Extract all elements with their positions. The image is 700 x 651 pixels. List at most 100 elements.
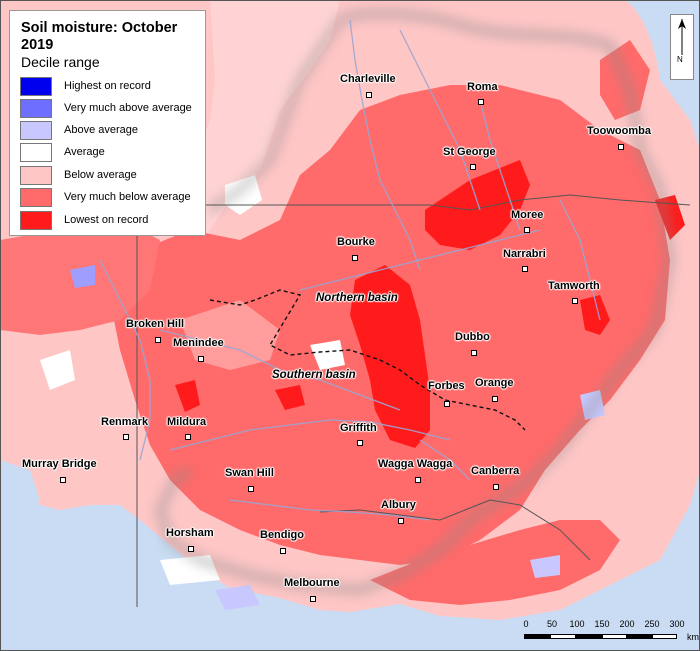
scale-segment bbox=[524, 634, 550, 639]
town-label: Bourke bbox=[337, 236, 375, 248]
legend-label: Average bbox=[64, 146, 105, 158]
region-average-2 bbox=[40, 350, 75, 390]
town-marker bbox=[398, 518, 404, 524]
scale-segment bbox=[627, 634, 652, 639]
town-label: Dubbo bbox=[455, 331, 490, 343]
north-label: N bbox=[677, 55, 683, 64]
scale-tick: 150 bbox=[594, 619, 610, 629]
region-lowest-forbes bbox=[350, 265, 430, 448]
town-marker bbox=[123, 434, 129, 440]
town-label: Bendigo bbox=[260, 529, 304, 541]
town-marker bbox=[155, 337, 161, 343]
legend-item-very-much-above: Very much above average bbox=[20, 99, 205, 119]
town-label: Horsham bbox=[166, 527, 214, 539]
town-label: Charleville bbox=[340, 73, 396, 85]
region-lowest-tamworth bbox=[580, 295, 610, 335]
town-marker bbox=[185, 434, 191, 440]
town-label: Melbourne bbox=[284, 577, 340, 589]
region-above-average-4 bbox=[530, 555, 560, 578]
legend-label: Very much below average bbox=[64, 191, 191, 203]
town-marker bbox=[444, 401, 450, 407]
town-label: Tamworth bbox=[548, 280, 600, 292]
legend-item-highest: Highest on record bbox=[20, 77, 205, 97]
town-label: Renmark bbox=[101, 416, 149, 428]
town-marker bbox=[524, 227, 530, 233]
legend-swatch bbox=[20, 166, 52, 185]
town-marker bbox=[478, 99, 484, 105]
town-marker bbox=[522, 266, 528, 272]
scale-segment bbox=[652, 634, 677, 639]
town-marker bbox=[352, 255, 358, 261]
town-label: Menindee bbox=[173, 337, 224, 349]
legend-swatch bbox=[20, 77, 52, 96]
legend-item-below: Below average bbox=[20, 166, 205, 186]
monitoring-boundary-halo bbox=[155, 9, 675, 595]
town-label: Forbes bbox=[428, 380, 465, 392]
legend-label: Highest on record bbox=[64, 80, 151, 92]
legend-item-lowest: Lowest on record bbox=[20, 211, 205, 231]
town-marker bbox=[280, 548, 286, 554]
region-lowest-sc bbox=[275, 385, 305, 410]
legend-swatch bbox=[20, 143, 52, 162]
scale-bar: 0 50 100 150 200 250 300 km bbox=[520, 619, 700, 649]
town-label: Moree bbox=[511, 209, 544, 221]
town-label: Toowoomba bbox=[587, 125, 651, 137]
town-label: St George bbox=[443, 146, 496, 158]
scale-segment bbox=[550, 634, 576, 639]
town-marker bbox=[493, 484, 499, 490]
legend-label: Very much above average bbox=[64, 102, 192, 114]
town-marker bbox=[357, 440, 363, 446]
town-marker bbox=[366, 92, 372, 98]
legend-title: Soil moisture: October 2019 bbox=[21, 20, 178, 53]
region-pink-center bbox=[180, 300, 280, 370]
town-label: Albury bbox=[381, 499, 416, 511]
legend-item-average: Average bbox=[20, 143, 205, 163]
town-label: Narrabri bbox=[503, 248, 546, 260]
scale-segment bbox=[602, 634, 627, 639]
legend-subtitle: Decile range bbox=[21, 54, 100, 70]
legend-item-very-much-below: Very much below average bbox=[20, 188, 205, 208]
town-label: Griffith bbox=[340, 422, 377, 434]
town-marker bbox=[188, 546, 194, 552]
state-border-qld-nsw bbox=[205, 194, 691, 211]
town-label: Broken Hill bbox=[126, 318, 185, 330]
river-network bbox=[99, 19, 601, 521]
gulf bbox=[0, 460, 40, 520]
scale-tick: 100 bbox=[569, 619, 585, 629]
outer-white-region bbox=[165, 0, 340, 242]
legend-swatch bbox=[20, 121, 52, 140]
town-marker bbox=[415, 477, 421, 483]
north-arrow-icon: N bbox=[670, 14, 694, 80]
region-lowest-west bbox=[175, 380, 200, 412]
southern-basin-label: Southern basin bbox=[272, 369, 356, 381]
legend-swatch bbox=[20, 188, 52, 207]
monitoring-boundary-halo-west bbox=[207, 17, 344, 214]
scale-tick: 200 bbox=[619, 619, 635, 629]
town-label: Murray Bridge bbox=[22, 458, 97, 470]
region-south-coast-red bbox=[370, 520, 620, 605]
legend-label: Lowest on record bbox=[64, 214, 149, 226]
northern-basin-label: Northern basin bbox=[316, 292, 398, 304]
scale-tick: 250 bbox=[644, 619, 660, 629]
legend-label: Above average bbox=[64, 124, 138, 136]
town-marker bbox=[470, 164, 476, 170]
legend-label: Below average bbox=[64, 169, 137, 181]
town-label: Mildura bbox=[167, 416, 207, 428]
town-marker bbox=[198, 356, 204, 362]
basin-divide-line bbox=[209, 289, 526, 431]
region-above-average-3 bbox=[70, 265, 95, 288]
town-marker bbox=[492, 396, 498, 402]
town-marker bbox=[572, 298, 578, 304]
town-marker bbox=[60, 477, 66, 483]
legend-swatch bbox=[20, 211, 52, 230]
region-above-average-2 bbox=[215, 585, 260, 610]
town-marker bbox=[618, 144, 624, 150]
town-label: Roma bbox=[467, 81, 498, 93]
legend-swatch bbox=[20, 99, 52, 118]
town-label: Orange bbox=[475, 377, 514, 389]
region-average-4 bbox=[310, 340, 345, 370]
scale-unit: km bbox=[687, 632, 699, 642]
legend-item-above: Above average bbox=[20, 121, 205, 141]
